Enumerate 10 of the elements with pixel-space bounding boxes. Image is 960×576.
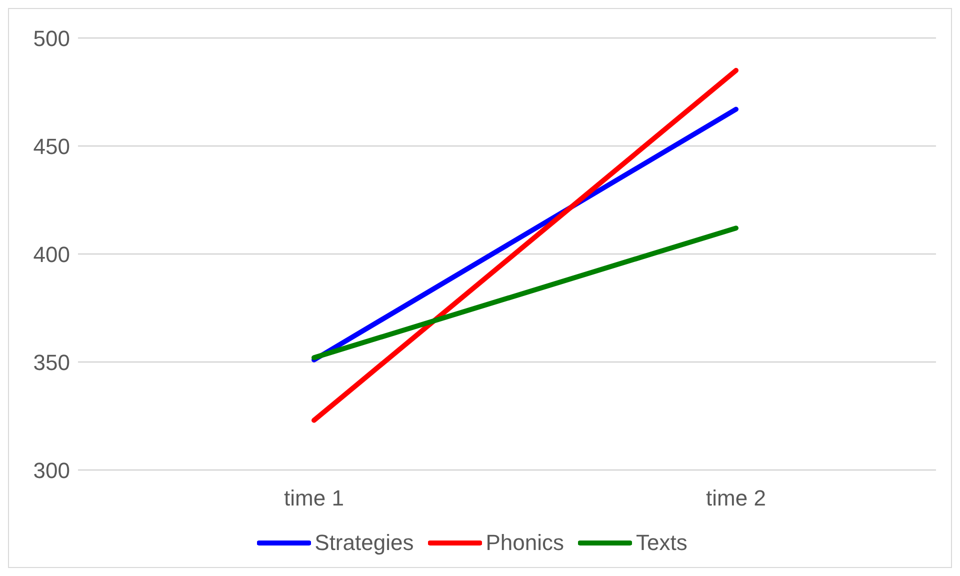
y-tick-label: 500 <box>33 26 70 51</box>
y-tick-label: 450 <box>33 134 70 159</box>
legend-label: Strategies <box>314 530 414 556</box>
y-tick-label: 400 <box>33 242 70 267</box>
x-tick-label: time 2 <box>706 486 766 511</box>
legend-label: Texts <box>634 530 688 556</box>
legend-label: Phonics <box>484 530 564 556</box>
x-tick-label: time 1 <box>284 486 344 511</box>
y-tick-label: 350 <box>33 350 70 375</box>
y-tick-label: 300 <box>33 458 70 483</box>
